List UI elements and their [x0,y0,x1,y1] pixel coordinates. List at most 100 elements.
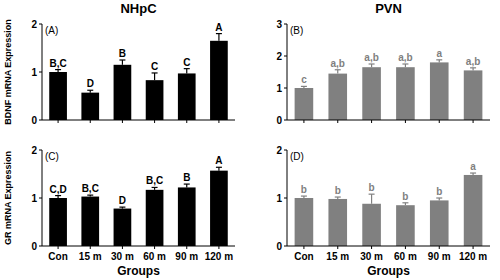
bar [396,205,415,246]
x-tick-label: Con [48,251,67,262]
y-tick [39,120,42,121]
y-axis-label: BDNF mRNA Expression [3,19,13,125]
significance-letter: a,b [398,52,412,63]
bar [146,190,164,246]
significance-letter: b [335,185,341,196]
error-bar [55,70,61,72]
x-tick [58,246,59,249]
x-tick-label: 120 m [205,251,233,262]
y-axis [287,24,288,120]
significance-letter: D [119,195,126,206]
y-tick [39,24,42,25]
y-tick [284,56,287,57]
bar [210,171,228,246]
x-tick [90,120,91,123]
y-tick [39,246,42,247]
x-tick [154,120,155,123]
y-tick-label: 0 [31,241,37,252]
x-tick-label: 90 m [428,251,451,262]
significance-letter: a,b [466,56,480,67]
significance-letter: a [470,161,476,172]
significance-letter: a [436,48,442,59]
x-tick [218,120,219,123]
x-axis [42,120,235,121]
x-axis [42,246,235,247]
x-tick [439,120,440,123]
bar [114,65,132,120]
x-axis-label: Groups [367,264,410,278]
bar [178,187,196,246]
x-tick [90,246,91,249]
x-tick [405,246,406,249]
y-tick [284,198,287,199]
y-tick-label: 2 [31,145,37,156]
x-tick-label: Con [294,251,313,262]
x-tick-label: 60 m [143,251,166,262]
y-axis-label: GR mRNA Expression [3,151,13,245]
bar [178,73,196,120]
x-tick [186,120,187,123]
error-bar [55,196,61,198]
y-tick-label: 2 [276,145,282,156]
x-tick [405,120,406,123]
bar [464,70,483,120]
bar [464,175,483,246]
panel-label: (D) [290,151,304,162]
bar [81,197,99,246]
significance-letter: B [183,172,190,183]
significance-letter: b [301,184,307,195]
panel: 012B,CDBCCA(A)NHpCBDNF mRNA Expression [3,1,235,126]
x-tick-label: 120 m [459,251,487,262]
x-tick-label: 30 m [360,251,383,262]
y-tick-label: 2 [276,51,282,62]
y-tick-label: 1 [276,193,282,204]
significance-letter: b [436,186,442,197]
error-bar [301,86,307,88]
bar [362,67,381,120]
significance-letter: B,C [82,183,99,194]
x-tick-label: 60 m [394,251,417,262]
x-tick [473,120,474,123]
bar [295,88,314,120]
significance-letter: B,C [146,175,163,186]
y-tick-label: 1 [276,83,282,94]
figure: 012B,CDBCCA(A)NHpCBDNF mRNA Expression01… [0,0,500,280]
error-bar [335,70,341,74]
panel: 012Con15 m30 m60 m90 m120 mC,DB,CDB,CBA(… [3,145,235,279]
plot-area [49,34,228,120]
error-bar [436,198,442,200]
bar [81,93,99,120]
y-tick-label: 0 [276,241,282,252]
x-tick [186,246,187,249]
y-tick [39,72,42,73]
x-tick [303,120,304,123]
y-tick [284,120,287,121]
panel-label: (B) [290,25,303,36]
error-bar [369,64,375,67]
x-tick [154,246,155,249]
x-tick [58,120,59,123]
plot-area [295,60,483,120]
x-tick [337,120,338,123]
y-tick [284,246,287,247]
error-bar [369,194,375,204]
error-bar [402,64,408,67]
error-bar [119,207,125,208]
bar [396,67,415,120]
y-tick-label: 0 [276,115,282,126]
bar [49,198,67,246]
significance-letter: b [369,182,375,193]
error-bar [216,34,222,41]
x-tick [337,246,338,249]
y-tick-label: 0 [31,115,37,126]
x-tick [122,246,123,249]
significance-letter: A [215,22,222,33]
x-axis [287,246,490,247]
y-tick-label: 2 [31,19,37,30]
x-tick [439,246,440,249]
bar [114,209,132,246]
x-tick-label: 30 m [111,251,134,262]
significance-letter: a,b [364,52,378,63]
error-bar [470,68,476,71]
bar [210,41,228,120]
